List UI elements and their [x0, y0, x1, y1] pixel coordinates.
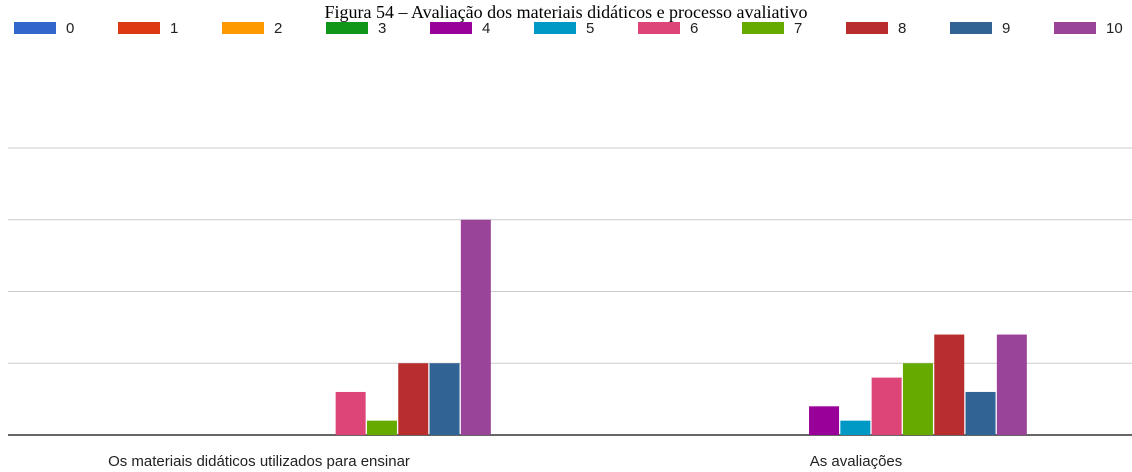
legend-label: 1: [170, 20, 178, 37]
bar: [398, 363, 429, 435]
bar: [809, 406, 840, 435]
legend-label: 5: [586, 20, 594, 37]
bar: [965, 391, 996, 435]
legend-label: 8: [898, 20, 906, 37]
legend-swatch: [222, 22, 264, 34]
legend-label: 10: [1106, 20, 1123, 37]
legend-label: 3: [378, 20, 386, 37]
x-tick-label: As avaliações: [810, 453, 903, 470]
legend-swatch: [1054, 22, 1096, 34]
legend-swatch: [846, 22, 888, 34]
legend-swatch: [742, 22, 784, 34]
legend-swatch: [118, 22, 160, 34]
legend-label: 7: [794, 20, 802, 37]
legend-label: 2: [274, 20, 282, 37]
legend-label: 9: [1002, 20, 1010, 37]
bar: [460, 219, 491, 435]
bar: [902, 363, 933, 435]
bar: [996, 334, 1027, 435]
legend-swatch: [534, 22, 576, 34]
legend-label: 4: [482, 20, 490, 37]
legend-label: 6: [690, 20, 698, 37]
legend-label: 0: [66, 20, 74, 37]
bar: [429, 363, 460, 435]
chart-title: Figura 54 – Avaliação dos materiais didá…: [324, 2, 807, 22]
legend-swatch: [326, 22, 368, 34]
legend-swatch: [14, 22, 56, 34]
bar: [335, 391, 366, 435]
legend-swatch: [638, 22, 680, 34]
bar: [934, 334, 965, 435]
legend-swatch: [430, 22, 472, 34]
legend-swatch: [950, 22, 992, 34]
bar: [840, 420, 871, 435]
bar: [366, 420, 397, 435]
bar: [871, 377, 902, 435]
x-tick-label: Os materiais didáticos utilizados para e…: [108, 453, 410, 470]
